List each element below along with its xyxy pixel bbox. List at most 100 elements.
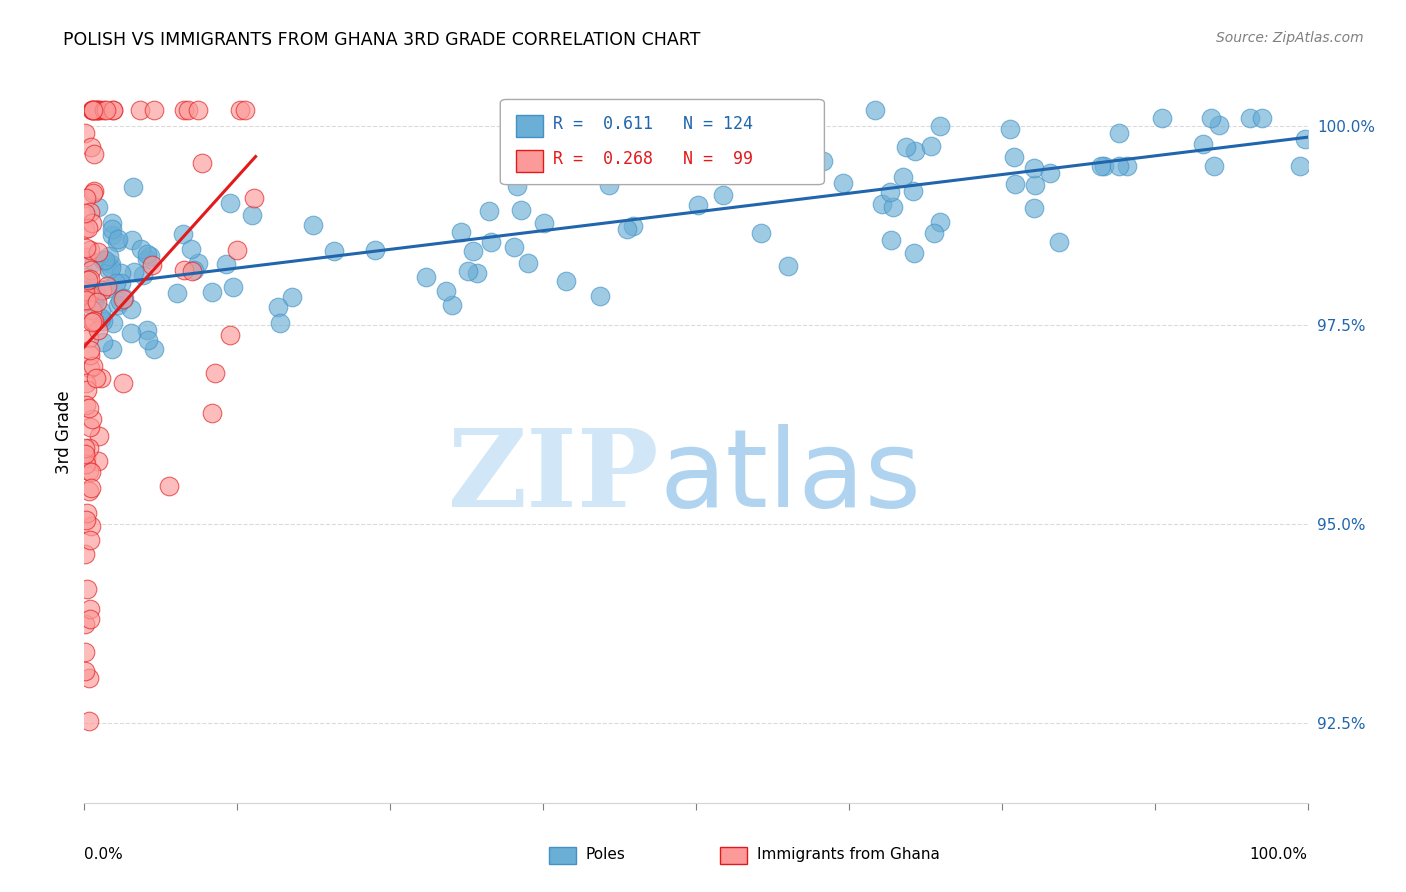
Point (110, 266, 132, 280)
Point (86, 323, 108, 337)
Point (226, 243, 249, 257)
Point (242, 191, 264, 205)
Point (1152, 111, 1174, 125)
Text: 100.0%: 100.0% (1250, 847, 1308, 863)
Point (89, 103, 111, 118)
Point (509, 202, 531, 217)
Text: ZIP: ZIP (447, 424, 659, 530)
Point (1208, 118, 1230, 132)
Point (101, 228, 124, 243)
Point (105, 277, 128, 291)
Point (201, 285, 224, 299)
Point (75, 447, 97, 461)
Point (112, 291, 135, 305)
Point (77, 441, 100, 455)
Point (79, 204, 101, 219)
Point (100, 342, 122, 356)
Point (86, 289, 108, 303)
Point (80, 262, 103, 277)
Point (79, 672, 101, 686)
Point (90, 304, 112, 318)
Point (93, 103, 115, 118)
Point (467, 266, 489, 280)
Point (80, 103, 103, 118)
Point (96, 278, 118, 293)
Point (183, 262, 205, 277)
Point (280, 290, 302, 304)
Point (91, 314, 114, 328)
Point (82, 412, 104, 426)
Point (1090, 159, 1112, 173)
Point (79, 243, 101, 257)
Point (242, 208, 264, 222)
Point (83, 254, 105, 268)
Point (187, 256, 209, 270)
Point (79, 483, 101, 498)
Point (478, 203, 501, 218)
Point (863, 103, 886, 118)
Point (180, 264, 202, 278)
Point (503, 239, 526, 253)
Point (77, 331, 100, 345)
Point (922, 226, 945, 240)
Point (129, 103, 152, 118)
Point (120, 302, 142, 317)
Point (929, 119, 952, 133)
Point (79, 297, 101, 311)
Point (191, 156, 214, 170)
Bar (720, 847, 748, 863)
Point (107, 298, 129, 312)
Point (79, 361, 101, 376)
Point (1047, 235, 1070, 249)
Point (235, 103, 257, 118)
Point (87, 103, 110, 118)
Point (891, 170, 914, 185)
Point (76, 384, 98, 398)
Point (879, 186, 901, 200)
Point (880, 233, 903, 247)
Point (166, 286, 188, 301)
Point (76, 582, 98, 597)
Point (1039, 165, 1062, 179)
Point (141, 258, 163, 272)
Point (187, 103, 209, 118)
Point (136, 333, 159, 347)
Point (75, 191, 97, 205)
Point (832, 177, 855, 191)
Point (998, 121, 1021, 136)
Bar (516, 150, 543, 172)
Point (218, 196, 240, 211)
Point (122, 265, 145, 279)
Point (96, 282, 118, 296)
Point (86, 245, 108, 260)
Point (77, 288, 100, 302)
Point (901, 184, 924, 198)
Point (79, 343, 101, 358)
Point (110, 277, 132, 291)
Point (73, 222, 96, 236)
Point (589, 289, 612, 303)
Bar (550, 847, 576, 863)
Point (894, 140, 917, 154)
Point (86, 103, 108, 118)
Point (73, 206, 96, 220)
Text: 0.0%: 0.0% (84, 847, 124, 863)
Point (75, 251, 97, 265)
Point (616, 222, 638, 236)
Point (415, 269, 437, 284)
Point (173, 103, 195, 118)
Point (86, 295, 108, 310)
Point (79, 602, 101, 616)
Point (228, 103, 250, 118)
Point (1092, 159, 1115, 173)
Point (80, 216, 103, 230)
Point (131, 268, 153, 283)
Point (83, 184, 105, 198)
Point (80, 518, 103, 533)
Point (686, 198, 709, 212)
Point (86, 285, 108, 300)
Point (111, 376, 134, 390)
Point (1024, 178, 1046, 192)
Point (98, 263, 121, 277)
Point (920, 139, 942, 153)
